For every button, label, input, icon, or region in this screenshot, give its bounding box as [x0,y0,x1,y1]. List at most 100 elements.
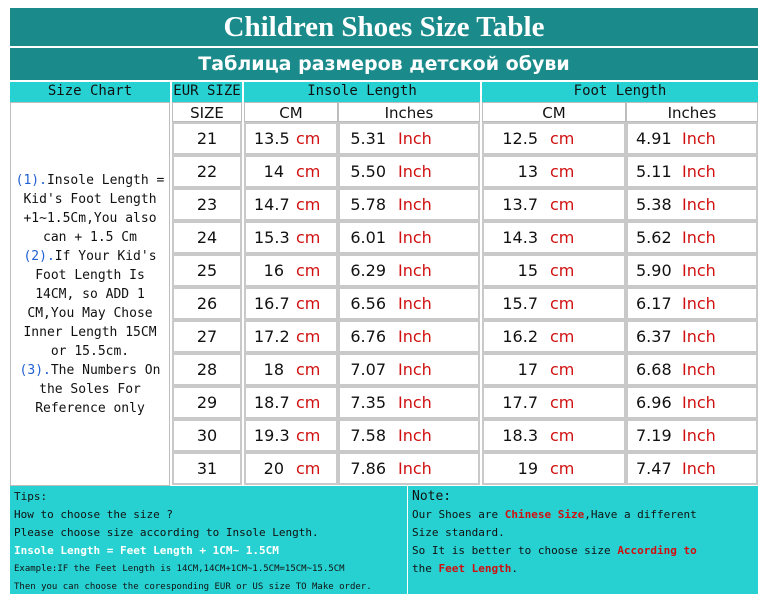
unit-label: cm [550,459,575,478]
header-foot-length: Foot Length [482,82,758,102]
measure-value: 6.56 [350,294,386,313]
eur-size-cell: 22 [172,155,242,188]
unit-label: Inch [682,426,716,445]
unit-label: Inch [682,459,716,478]
foot-cm-cell: 13 cm [482,155,626,188]
unit-label: Inch [398,459,432,478]
eur-size-cell: 29 [172,386,242,419]
note-line-3: So It is better to choose size According… [412,542,754,560]
note-number-1: (1). [15,172,47,188]
foot-cm-cell: 17.7 cm [482,386,626,419]
unit-label: Inch [398,261,432,280]
insole-cm-cell: 16 cm [244,254,338,287]
measure-value: 7.07 [350,360,386,379]
tips-line-5: Then you can choose the coresponding EUR… [14,582,372,592]
foot-inch-cell: 6.96 Inch [626,386,758,419]
insole-inch-cell: 7.58 Inch [338,419,480,452]
measure-value: 14.3 [502,228,538,247]
unit-label: cm [296,459,321,478]
eur-size-cell: 28 [172,353,242,386]
unit-label: Inch [682,195,716,214]
measure-value: 6.68 [636,360,672,379]
foot-cm-cell: 18.3 cm [482,419,626,452]
note-line-1: Our Shoes are Chinese Size,Have a differ… [412,506,754,524]
unit-label: Inch [682,228,716,247]
unit-label: Inch [682,261,716,280]
insole-inch-cell: 6.01 Inch [338,221,480,254]
tips-example: Example:IF the Feet Length is 14CM,14CM+… [14,564,345,574]
foot-inch-cell: 6.17 Inch [626,287,758,320]
unit-label: Inch [682,393,716,412]
eur-size-cell: 21 [172,122,242,155]
tips-formula: Insole Length = Feet Length + 1CM~ 1.5CM [14,544,279,557]
measure-value: 17.2 [254,327,290,346]
unit-label: cm [296,327,321,346]
unit-label: Inch [398,327,432,346]
unit-label: Inch [398,360,432,379]
unit-label: cm [550,129,575,148]
unit-label: cm [296,393,321,412]
foot-inch-cell: 5.90 Inch [626,254,758,287]
measure-value: 7.35 [350,393,386,412]
note-highlight: According to [617,544,697,557]
note-text: ,Have a different [584,508,697,521]
unit-label: cm [296,228,321,247]
unit-label: cm [550,393,575,412]
foot-inch-cell: 5.62 Inch [626,221,758,254]
insole-inch-cell: 7.86 Inch [338,452,480,485]
foot-cm-cell: 12.5 cm [482,122,626,155]
insole-inch-cell: 5.78 Inch [338,188,480,221]
unit-label: cm [550,195,575,214]
unit-label: cm [296,294,321,313]
insole-inch-cell: 5.50 Inch [338,155,480,188]
measure-value: 16.7 [254,294,290,313]
note-label: Note: [412,489,452,504]
measure-value: 19 [517,459,538,478]
note-text-2: If Your Kid's Foot Length Is 14CM, so AD… [23,248,157,359]
unit-label: cm [550,426,575,445]
unit-label: Inch [398,195,432,214]
size-value: 31 [196,459,218,478]
eur-size-cell: 30 [172,419,242,452]
foot-cm-cell: 19 cm [482,452,626,485]
measure-value: 17.7 [502,393,538,412]
insole-inch-cell: 5.31 Inch [338,122,480,155]
measure-value: 6.01 [350,228,386,247]
unit-label: Inch [682,129,716,148]
unit-label: Inch [398,228,432,247]
foot-cm-cell: 15.7 cm [482,287,626,320]
insole-inch-cell: 7.07 Inch [338,353,480,386]
insole-cm-cell: 20 cm [244,452,338,485]
measure-value: 4.91 [636,129,672,148]
size-value: 24 [196,228,218,247]
note-text: . [511,562,518,575]
title-english: Children Shoes Size Table [10,8,758,46]
eur-size-cell: 23 [172,188,242,221]
insole-cm-cell: 14.7 cm [244,188,338,221]
measure-value: 17 [517,360,538,379]
measure-value: 5.90 [636,261,672,280]
title-russian: Таблица размеров детской обуви [10,48,758,80]
measure-value: 7.47 [636,459,672,478]
insole-cm-cell: 18 cm [244,353,338,386]
foot-cm-cell: 16.2 cm [482,320,626,353]
subheader-insole-inches: Inches [338,102,480,122]
unit-label: cm [296,162,321,181]
size-value: 26 [196,294,218,313]
unit-label: Inch [398,393,432,412]
note-text: the [412,562,439,575]
measure-value: 18.3 [502,426,538,445]
unit-label: cm [296,261,321,280]
unit-label: Inch [682,360,716,379]
foot-cm-cell: 14.3 cm [482,221,626,254]
size-value: 23 [196,195,218,214]
unit-label: Inch [398,129,432,148]
measure-value: 15 [517,261,538,280]
foot-inch-cell: 7.19 Inch [626,419,758,452]
unit-label: Inch [682,162,716,181]
measure-value: 5.38 [636,195,672,214]
measure-value: 16.2 [502,327,538,346]
measure-value: 7.19 [636,426,672,445]
tips-line-2: Please choose size according to Insole L… [14,526,319,539]
measure-value: 13.5 [254,129,290,148]
